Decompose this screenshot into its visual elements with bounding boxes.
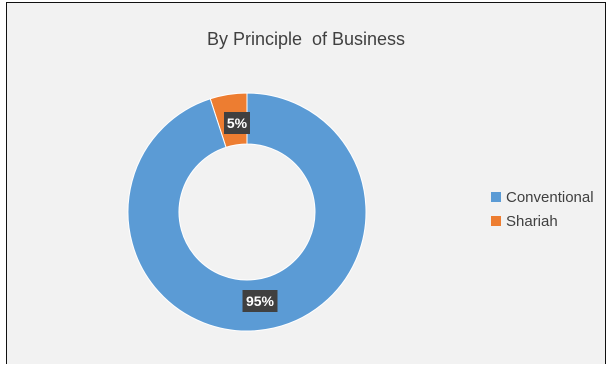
chart-title: By Principle of Business bbox=[206, 29, 406, 49]
legend-swatch-shariah bbox=[491, 216, 501, 226]
legend-item-shariah: Shariah bbox=[491, 209, 594, 233]
chart-legend: Conventional Shariah bbox=[491, 185, 594, 233]
legend-label-conventional: Conventional bbox=[506, 188, 594, 206]
svg-text:95%: 95% bbox=[246, 293, 275, 309]
donut-slice-conventional bbox=[127, 92, 367, 332]
legend-label-shariah: Shariah bbox=[506, 212, 558, 230]
svg-text:5%: 5% bbox=[227, 115, 248, 131]
legend-item-conventional: Conventional bbox=[491, 185, 594, 209]
data-label-conventional: 95% bbox=[242, 290, 278, 312]
chart-area: By Principle of Business 5% 95% Conventio… bbox=[6, 2, 606, 364]
data-label-shariah: 5% bbox=[224, 112, 250, 134]
donut-chart: 5% 95% bbox=[127, 92, 367, 332]
legend-swatch-conventional bbox=[491, 192, 501, 202]
